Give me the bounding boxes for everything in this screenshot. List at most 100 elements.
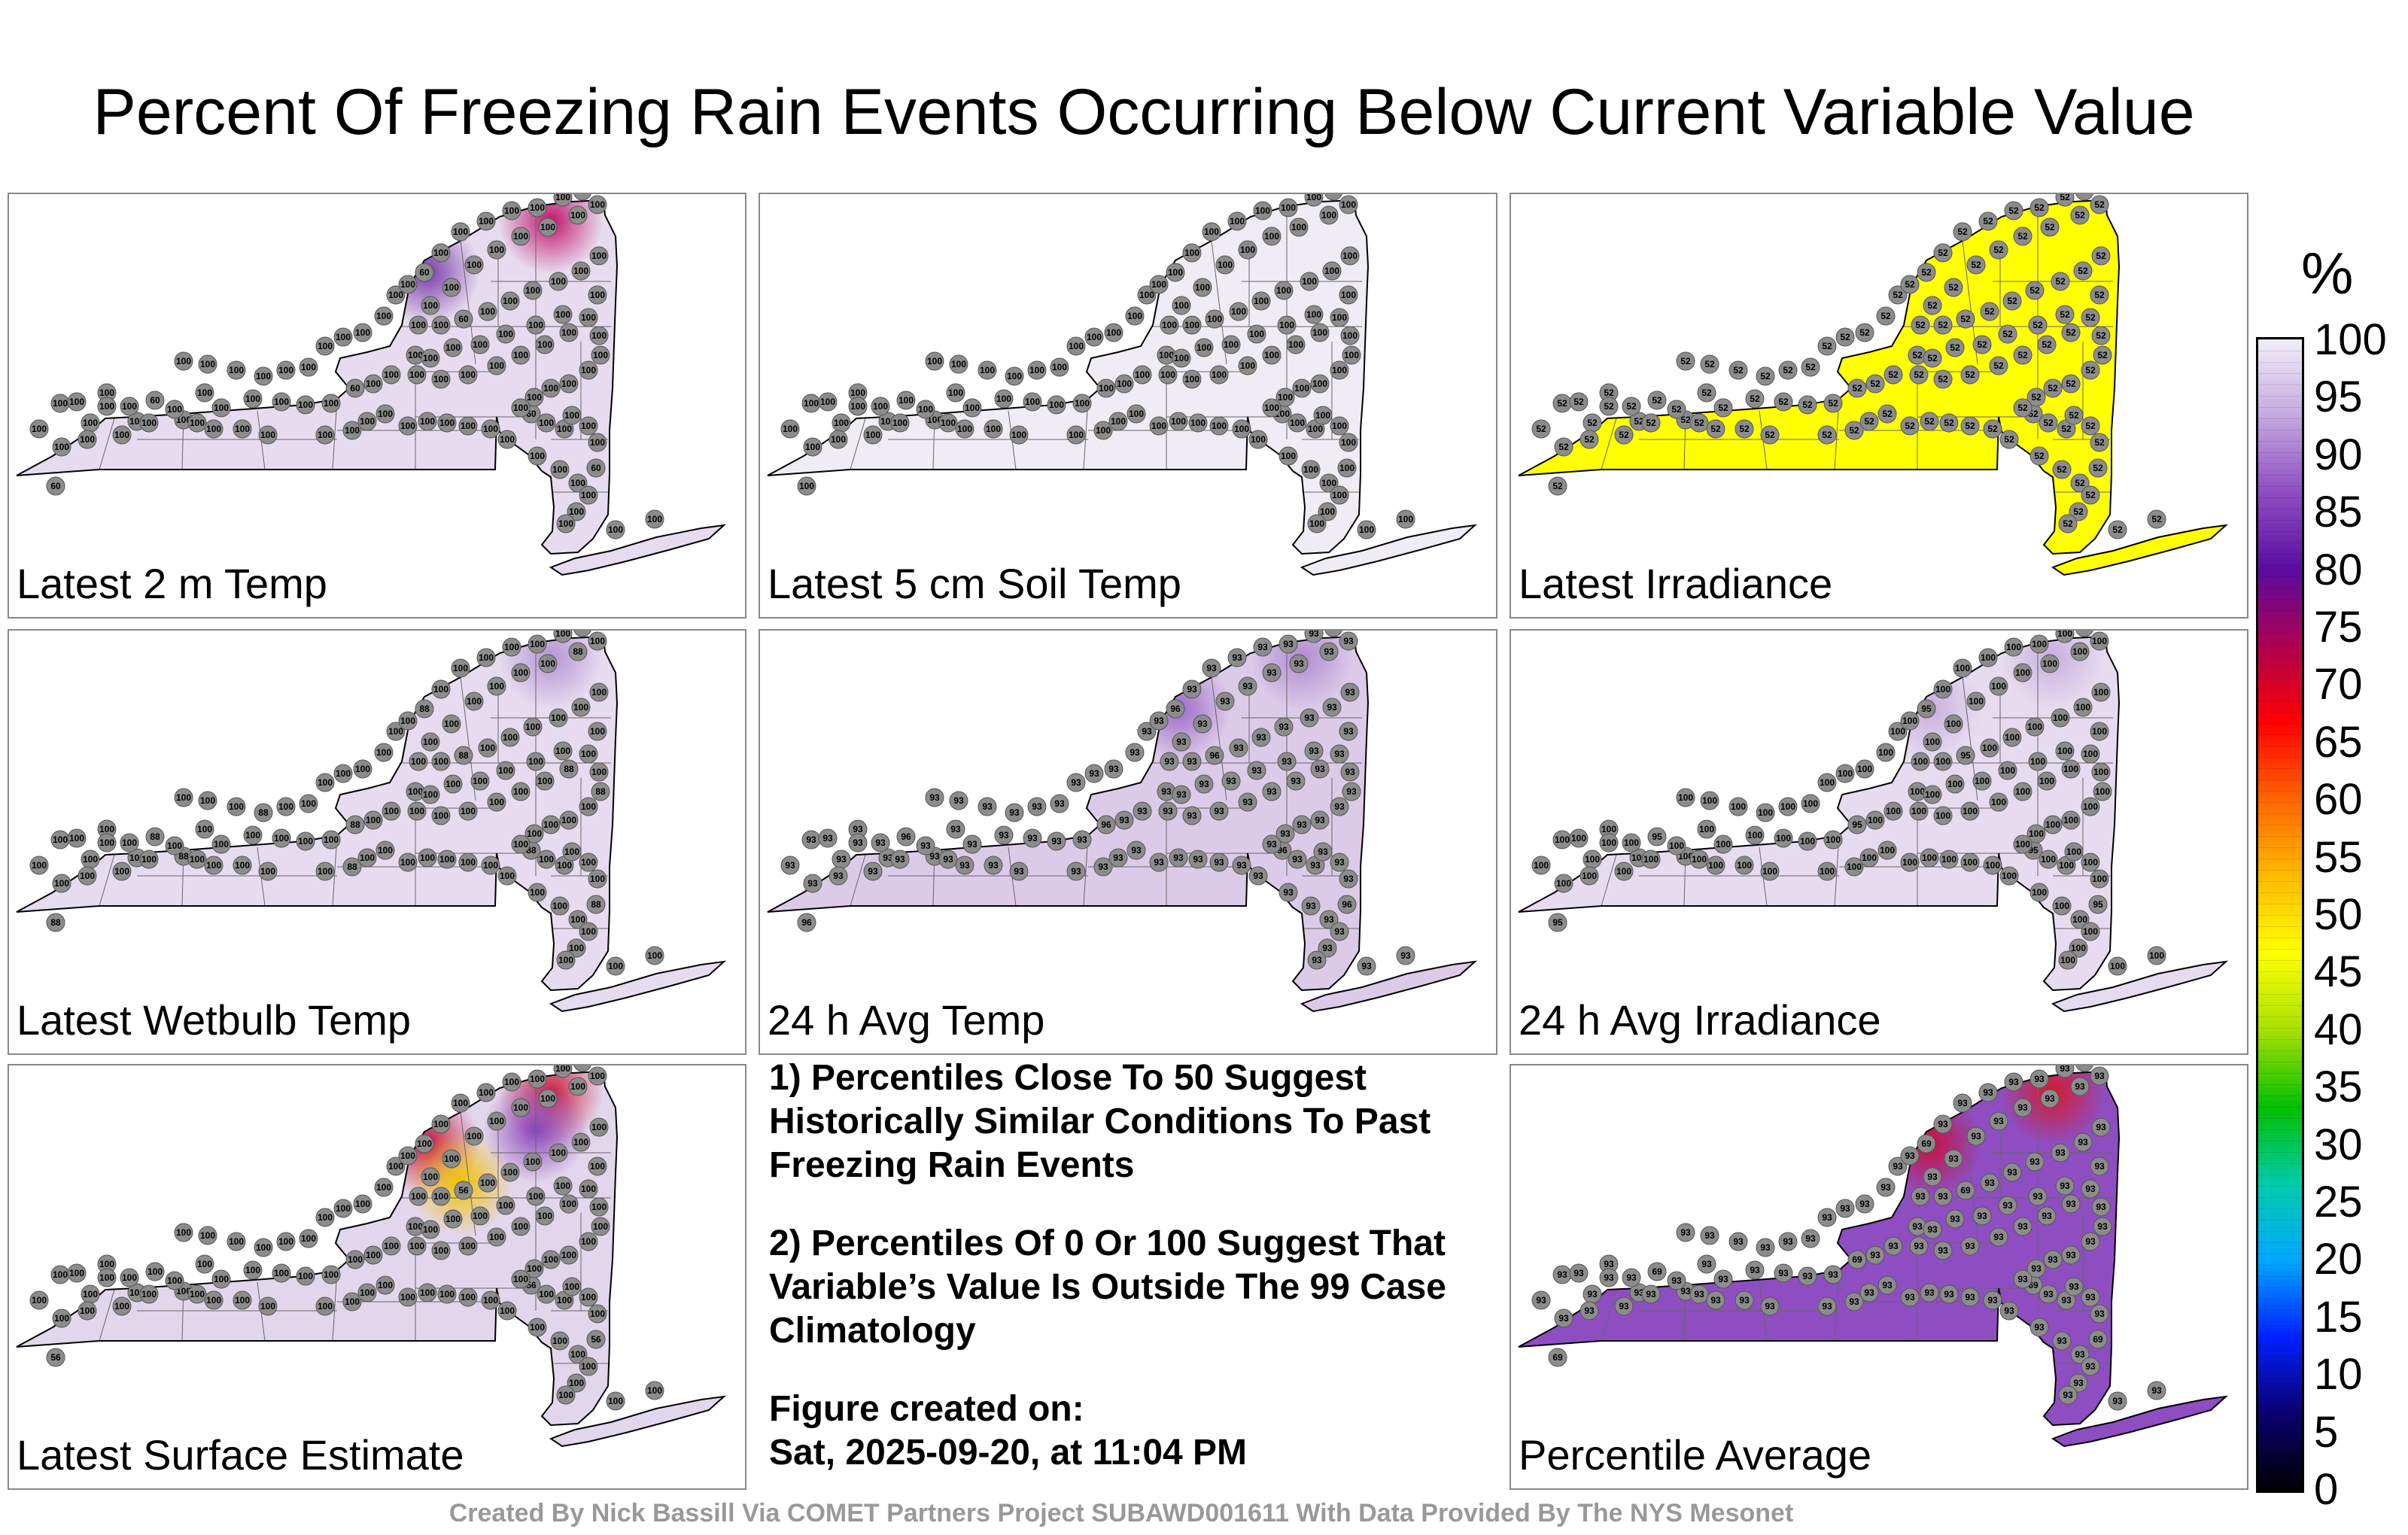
station-value: 52 — [1924, 416, 1935, 427]
station-marker: 100 — [588, 869, 607, 889]
station-marker: 52 — [2108, 520, 2127, 540]
station-marker: 100 — [29, 1290, 49, 1310]
station-value: 52 — [1927, 353, 1938, 363]
station-value: 93 — [1154, 716, 1164, 726]
station-value: 100 — [1902, 716, 1917, 726]
station-value: 52 — [1880, 311, 1891, 321]
station-value: 93 — [2017, 1221, 2028, 1232]
station-value: 100 — [114, 1301, 129, 1312]
station-marker: 100 — [1579, 866, 1599, 886]
station-marker: 100 — [1005, 366, 1024, 386]
station-value: 100 — [500, 871, 515, 881]
station-marker: 100 — [1248, 430, 1268, 449]
station-marker: 100 — [1027, 360, 1047, 380]
station-value: 100 — [1762, 866, 1777, 877]
station-marker: 100 — [549, 708, 568, 728]
station-marker: 100 — [579, 1232, 598, 1251]
station-marker: 100 — [1583, 850, 1602, 869]
station-marker: 100 — [528, 198, 547, 217]
station-value: 95 — [2093, 899, 2103, 910]
station-marker: 56 — [454, 1181, 473, 1200]
station-marker: 100 — [559, 1245, 579, 1265]
station-marker: 100 — [588, 631, 607, 651]
station-marker: 93 — [2055, 1176, 2075, 1196]
station-value: 100 — [1326, 194, 1341, 196]
station-marker: 88 — [521, 840, 541, 860]
station-marker: 93 — [2090, 1304, 2109, 1324]
station-marker: 100 — [2064, 842, 2084, 862]
station-marker: 52 — [2070, 473, 2090, 493]
station-marker: 52 — [2055, 194, 2075, 207]
station-marker: 100 — [50, 1265, 70, 1284]
state-fill — [1519, 200, 2119, 554]
station-value: 93 — [1187, 684, 1197, 695]
long-island-fill — [2053, 962, 2226, 1011]
station-value: 100 — [561, 378, 576, 389]
station-marker: 100 — [458, 365, 478, 385]
station-value: 93 — [2017, 1102, 2028, 1113]
station-value: 52 — [1805, 362, 1816, 372]
station-marker: 100 — [204, 419, 223, 439]
station-value: 100 — [1678, 792, 1693, 803]
station-value: 93 — [1280, 828, 1291, 839]
station-marker: 52 — [2051, 272, 2070, 291]
station-value: 93 — [1870, 1250, 1880, 1260]
station-marker: 93 — [1149, 711, 1169, 731]
station-marker: 100 — [227, 360, 246, 380]
station-marker: 96 — [1205, 746, 1224, 765]
station-value: 93 — [1822, 1301, 1832, 1312]
station-value: 93 — [943, 854, 953, 865]
station-marker: 100 — [829, 430, 848, 449]
station-value: 100 — [190, 854, 205, 865]
station-marker: 100 — [2090, 869, 2109, 889]
station-marker: 52 — [1614, 425, 1634, 445]
station-value: 93 — [1027, 833, 1038, 843]
station-value: 100 — [1878, 747, 1893, 758]
station-value: 93 — [1626, 1272, 1637, 1283]
station-value: 93 — [1312, 955, 1322, 965]
station-value: 100 — [2032, 887, 2047, 898]
station-marker: 100 — [568, 205, 588, 225]
station-value: 100 — [2029, 828, 2044, 839]
station-value: 100 — [2015, 786, 2030, 797]
station-value: 100 — [570, 210, 585, 220]
station-value: 100 — [324, 834, 339, 845]
station-marker: 100 — [97, 833, 117, 853]
station-marker: 52 — [1855, 323, 1874, 342]
station-value: 100 — [489, 1116, 504, 1126]
station-value: 60 — [458, 314, 469, 324]
station-marker: 93 — [1614, 1296, 1634, 1316]
station-marker: 93 — [2002, 1163, 2022, 1182]
station-marker: 93 — [2091, 1117, 2111, 1137]
station-marker: 52 — [2081, 308, 2100, 327]
station-marker: 100 — [243, 389, 263, 409]
station-value: 93 — [1098, 862, 1108, 872]
station-value: 100 — [540, 1093, 555, 1104]
station-value: 88 — [150, 831, 160, 842]
station-marker: 100 — [553, 305, 573, 324]
station-marker: 93 — [1310, 759, 1330, 779]
station-marker: 100 — [418, 848, 437, 868]
station-marker: 100 — [315, 773, 335, 792]
station-value: 100 — [573, 1137, 588, 1147]
station-value: 100 — [1251, 434, 1266, 445]
station-value: 100 — [1204, 226, 1219, 237]
station-value: 100 — [2005, 732, 2020, 743]
station-marker: 93 — [1953, 1093, 1972, 1113]
station-marker: 52 — [1980, 302, 1999, 321]
station-value: 88 — [50, 917, 61, 928]
station-value: 52 — [1701, 388, 1712, 398]
station-value: 93 — [1587, 1289, 1598, 1299]
station-value: 93 — [1634, 1287, 1644, 1298]
station-value: 100 — [1303, 464, 1318, 475]
station-marker: 100 — [2070, 642, 2090, 661]
station-value: 96 — [1209, 750, 1220, 761]
station-value: 93 — [1646, 1289, 1656, 1299]
station-marker: 100 — [1274, 281, 1294, 300]
station-value: 100 — [1207, 314, 1222, 324]
station-value: 100 — [190, 418, 205, 428]
station-marker: 100 — [227, 1232, 246, 1251]
station-value: 100 — [433, 1245, 448, 1256]
colorbar-tick-label: 60 — [2314, 775, 2363, 825]
